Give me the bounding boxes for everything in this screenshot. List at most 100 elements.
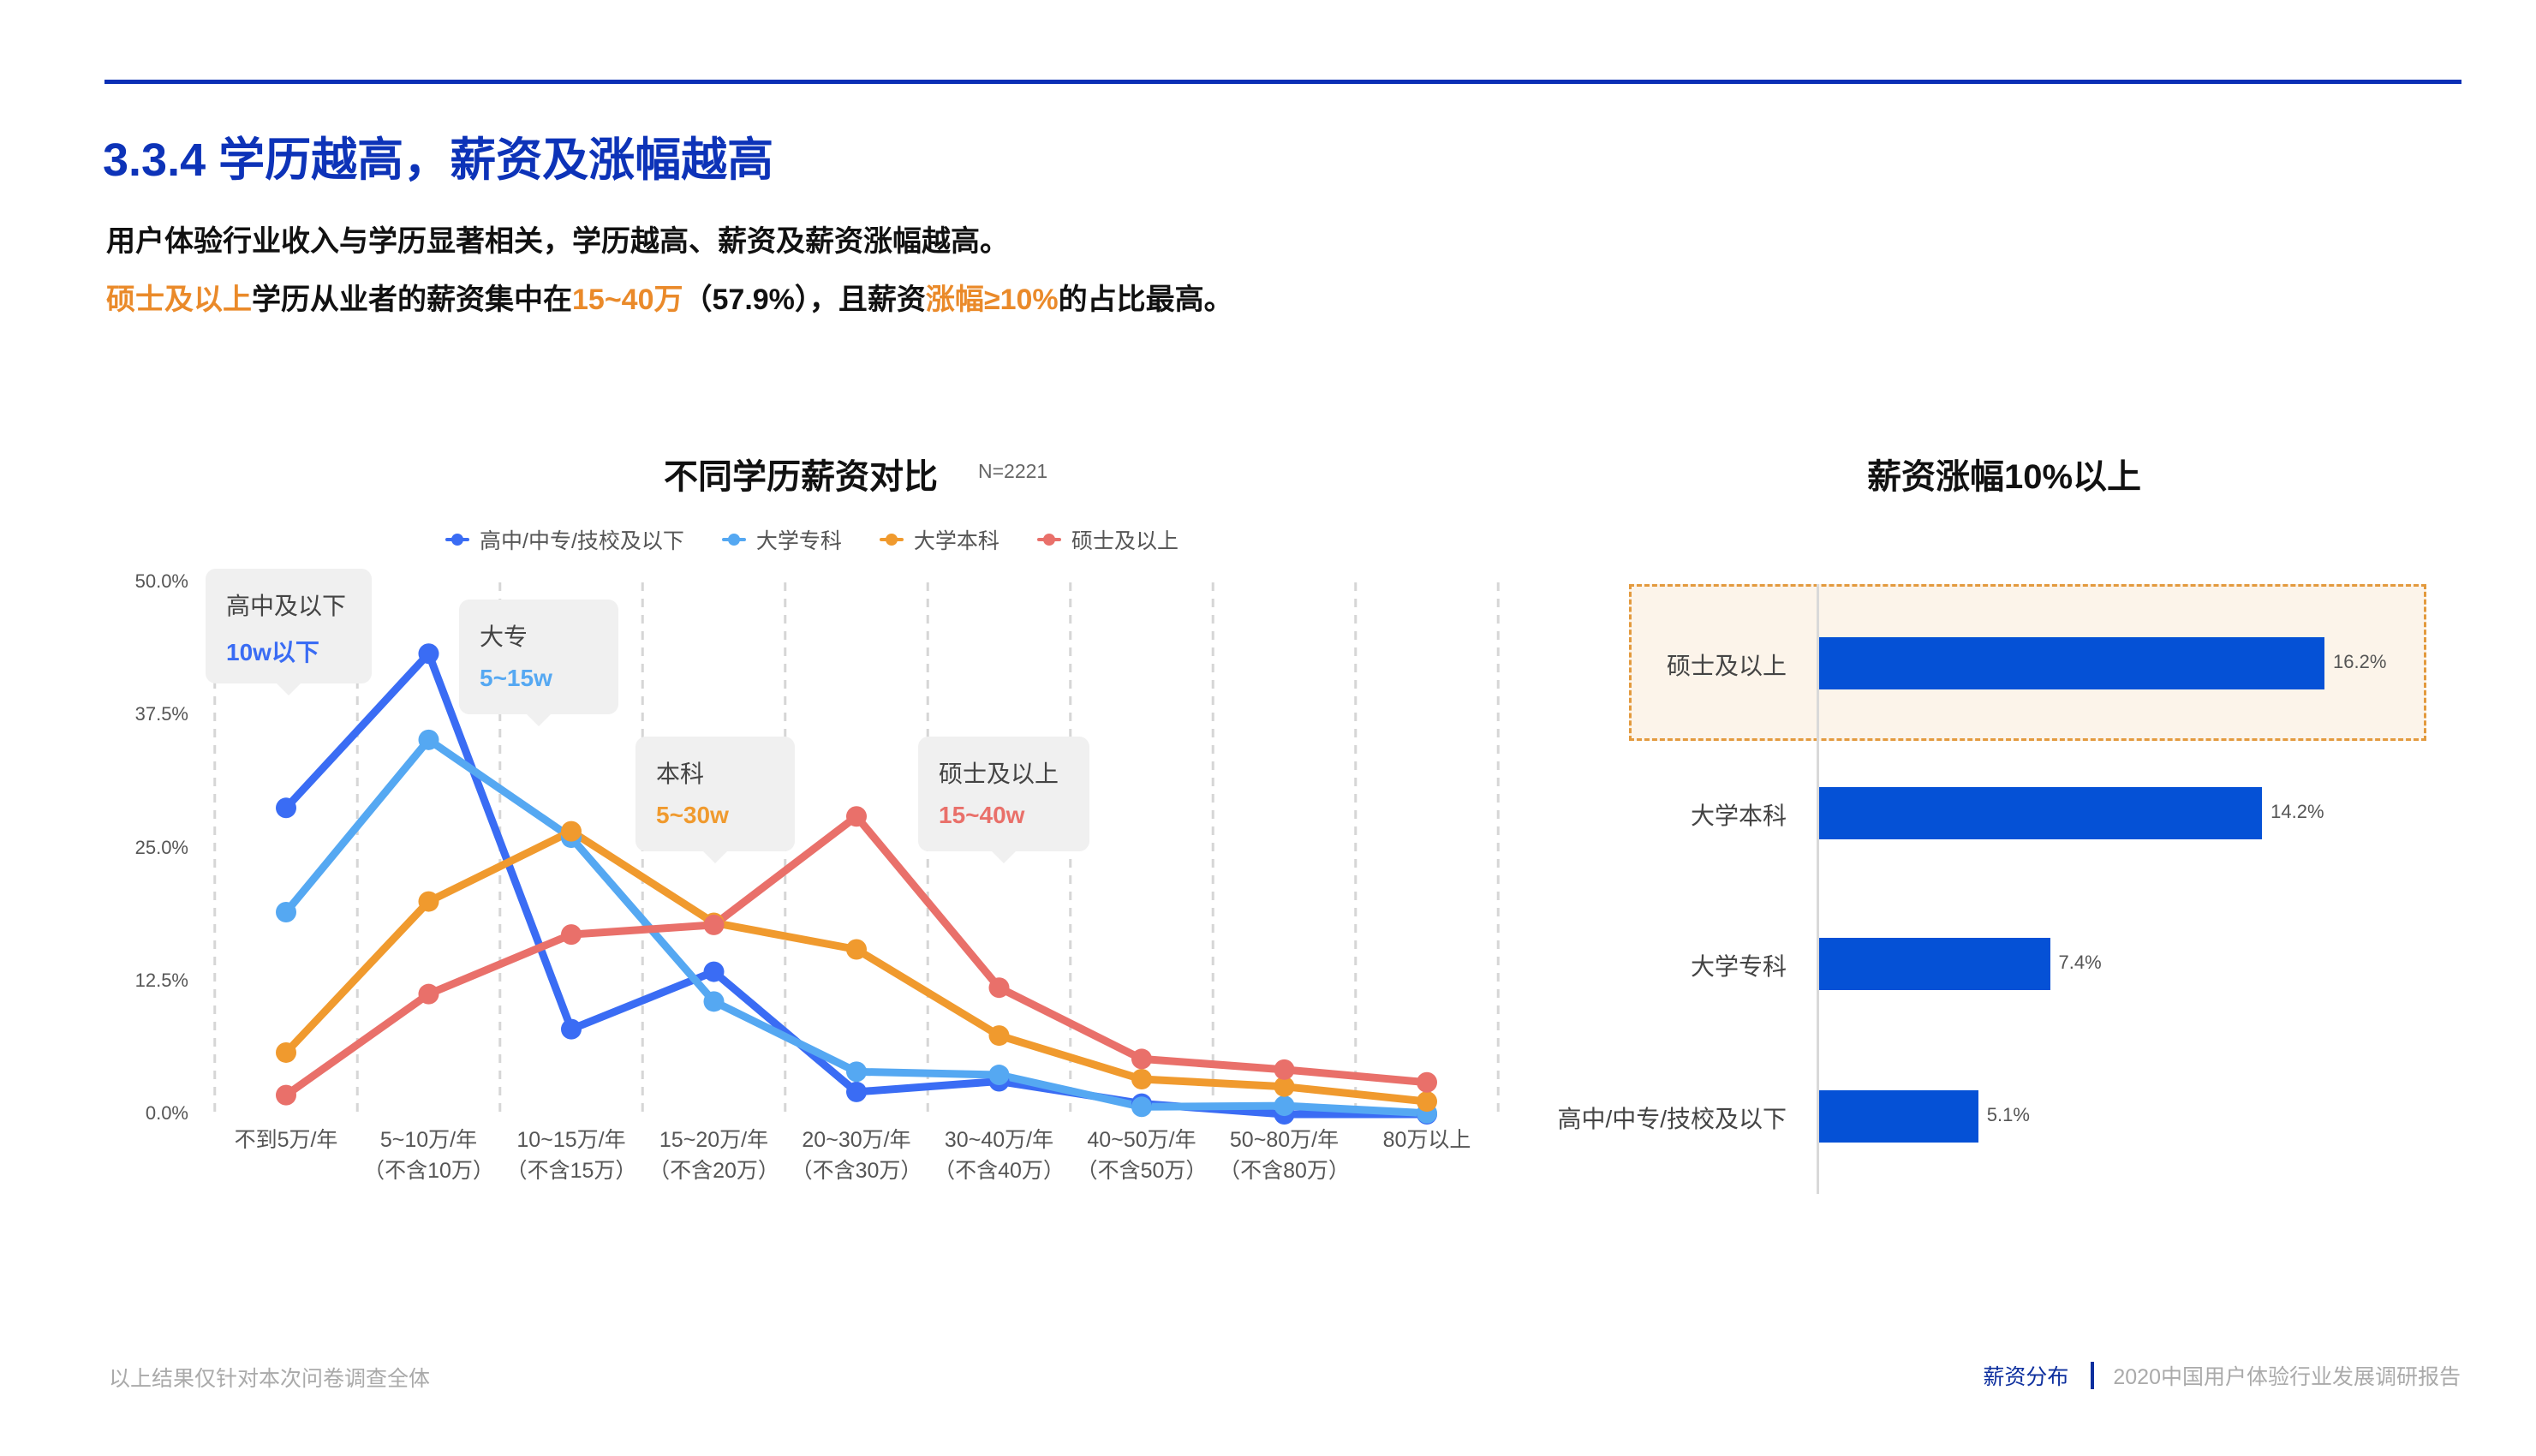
x-tick-label: 20~30万/年 （不含30万）	[791, 1128, 922, 1183]
bar-category-label: 大学专科	[1690, 953, 1787, 980]
legend-label: 硕士及以上	[1071, 529, 1178, 553]
highlight-master: 硕士及以上	[106, 283, 252, 316]
annotation-callout: 硕士及以上 15~40w	[918, 737, 1089, 863]
bar[interactable]	[1819, 1090, 1978, 1143]
bar-chart-title: 薪资涨幅10%以上	[1867, 458, 2142, 496]
data-point[interactable]	[846, 939, 867, 960]
data-point[interactable]	[276, 902, 296, 923]
data-point[interactable]	[846, 1061, 867, 1083]
y-tick-label: 25.0%	[134, 836, 188, 858]
bar-value-label: 16.2%	[2333, 651, 2387, 672]
data-point[interactable]	[418, 729, 439, 750]
data-point[interactable]	[703, 914, 725, 935]
series-line	[283, 827, 1428, 1106]
footer-section: 薪资分布	[1983, 1365, 2069, 1389]
legend-marker-icon	[721, 534, 746, 546]
data-point[interactable]	[561, 1018, 582, 1040]
data-point[interactable]	[561, 924, 582, 946]
legend-marker-icon	[445, 534, 469, 546]
footer-report-title: 2020中国用户体验行业发展调研报告	[2113, 1365, 2461, 1389]
highlight-raise: 涨幅≥10%	[925, 283, 1059, 316]
legend-item[interactable]: 大学专科	[721, 524, 842, 555]
sample-size-label: N=2221	[978, 460, 1048, 482]
data-point[interactable]	[846, 806, 867, 827]
legend-item[interactable]: 硕士及以上	[1036, 524, 1178, 555]
callout-value: 5~30w	[656, 802, 729, 828]
x-tick-label: 15~20万/年 （不含20万）	[648, 1128, 779, 1183]
summary-text: （57.9%），且薪资	[683, 283, 926, 316]
x-tick-label: 30~40万/年 （不含40万）	[934, 1128, 1065, 1183]
bar[interactable]	[1819, 938, 2050, 990]
data-point[interactable]	[418, 983, 439, 1005]
summary-line-2: 硕士及以上学历从业者的薪资集中在15~40万（57.9%），且薪资涨幅≥10%的…	[106, 276, 1233, 318]
data-point[interactable]	[1131, 1069, 1152, 1090]
data-point[interactable]	[988, 977, 1010, 999]
x-tick-label: 50~80万/年 （不含80万）	[1219, 1128, 1350, 1183]
footer-note: 以上结果仅针对本次问卷调查全体	[109, 1367, 431, 1391]
bar-chart-axis	[1817, 584, 1819, 1194]
x-tick-label: 40~50万/年 （不含50万）	[1076, 1128, 1208, 1183]
data-point[interactable]	[418, 891, 439, 912]
callout-value: 5~15w	[480, 665, 552, 691]
data-point[interactable]	[988, 1065, 1010, 1086]
page-title: 3.3.4 学历越高，薪资及涨幅越高	[103, 134, 774, 186]
legend-marker-icon	[879, 534, 904, 546]
y-tick-label: 37.5%	[134, 703, 188, 725]
data-point[interactable]	[276, 797, 296, 819]
data-point[interactable]	[846, 1081, 867, 1102]
data-point[interactable]	[1274, 1059, 1295, 1080]
y-tick-label: 50.0%	[134, 570, 188, 592]
footer-right: 薪资分布 2020中国用户体验行业发展调研报告	[1983, 1360, 2461, 1391]
data-point[interactable]	[1131, 1096, 1152, 1118]
x-tick-label: 80万以上	[1382, 1128, 1471, 1152]
data-point[interactable]	[703, 991, 725, 1012]
legend-item[interactable]: 高中/中专/技校及以下	[445, 524, 684, 555]
summary-line-1: 用户体验行业收入与学历显著相关，学历越高、薪资及薪资涨幅越高。	[106, 225, 1009, 258]
legend-item[interactable]: 大学本科	[879, 524, 999, 555]
x-tick-label: 不到5万/年	[234, 1128, 338, 1152]
data-point[interactable]	[561, 820, 582, 842]
summary-text: 学历从业者的薪资集中在	[252, 283, 572, 316]
callout-title: 本科	[656, 761, 705, 787]
x-tick-label: 10~15万/年 （不含15万）	[505, 1128, 637, 1183]
bar-category-label: 高中/中专/技校及以下	[1557, 1106, 1787, 1132]
data-point[interactable]	[1417, 1071, 1437, 1093]
callout-title: 大专	[480, 624, 528, 650]
data-point[interactable]	[276, 1084, 296, 1106]
data-point[interactable]	[1417, 1091, 1437, 1113]
highlight-range: 15~40万	[572, 283, 683, 316]
data-point[interactable]	[1131, 1048, 1152, 1070]
callout-title: 硕士及以上	[939, 761, 1059, 787]
line-chart-plot	[213, 582, 1500, 1125]
bar[interactable]	[1819, 637, 2324, 689]
bar-value-label: 5.1%	[1986, 1104, 2030, 1125]
data-point[interactable]	[1274, 1076, 1295, 1097]
legend-label: 大学本科	[913, 529, 999, 553]
annotation-callout: 高中及以下 10w以下	[206, 569, 372, 695]
data-point[interactable]	[988, 1025, 1010, 1047]
data-point[interactable]	[418, 643, 439, 665]
annotation-callout: 大专 5~15w	[459, 600, 618, 726]
line-chart-title: 不同学历薪资对比	[664, 458, 938, 496]
data-point[interactable]	[703, 961, 725, 982]
bar-category-label: 大学本科	[1690, 803, 1787, 829]
footer-divider	[2091, 1362, 2095, 1389]
bar-category-label: 硕士及以上	[1666, 653, 1787, 679]
data-point[interactable]	[1274, 1095, 1295, 1117]
callout-value: 15~40w	[939, 802, 1025, 828]
bar[interactable]	[1819, 787, 2263, 839]
bar-value-label: 7.4%	[2058, 952, 2102, 973]
legend-label: 大学专科	[755, 529, 842, 553]
bar-value-label: 14.2%	[2270, 801, 2324, 822]
annotation-callout: 本科 5~30w	[635, 737, 795, 863]
legend-label: 高中/中专/技校及以下	[480, 529, 684, 553]
series-line	[283, 736, 1428, 1118]
y-tick-label: 0.0%	[145, 1102, 188, 1124]
line-chart-legend: 高中/中专/技校及以下 大学专科 大学本科 硕士及以上	[445, 524, 1216, 555]
callout-title: 高中及以下	[226, 593, 347, 619]
summary-text: 的占比最高。	[1058, 283, 1233, 316]
data-point[interactable]	[276, 1041, 296, 1063]
x-tick-label: 5~10万/年 （不含10万）	[363, 1128, 494, 1183]
callout-value: 10w以下	[226, 639, 319, 665]
y-tick-label: 12.5%	[134, 969, 188, 991]
